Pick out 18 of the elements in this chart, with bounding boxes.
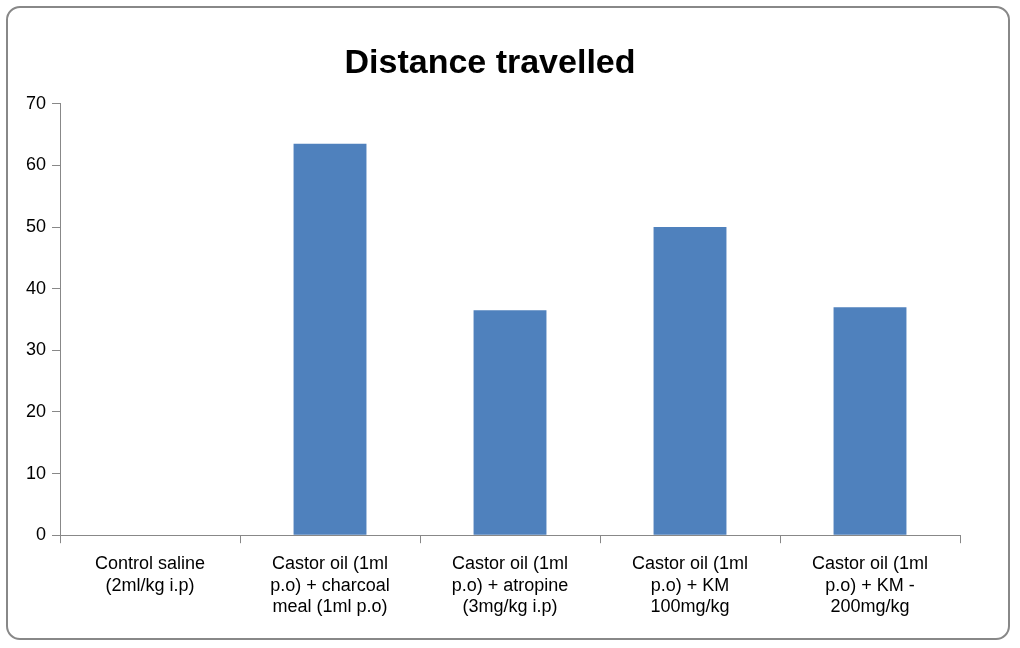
- y-tick-label: 30: [25, 339, 47, 360]
- y-tick-label: 0: [36, 524, 47, 545]
- y-tick-label: 20: [25, 400, 47, 421]
- bar: [293, 143, 367, 535]
- x-tick-label: Castor oil (1ml p.o) + KM - 200mg/kg: [811, 552, 929, 617]
- bar: [473, 310, 547, 535]
- x-tick-label: Control saline (2ml/kg i.p): [94, 552, 206, 595]
- y-tick-label: 40: [25, 277, 47, 298]
- y-tick-label: 50: [25, 216, 47, 237]
- x-tick-label: Castor oil (1ml p.o) + charcoal meal (1ml p.o): [270, 552, 390, 617]
- bar: [833, 307, 907, 535]
- y-tick-label: 70: [25, 92, 47, 113]
- x-tick-label: Castor oil (1ml p.o) + KM 100mg/kg: [631, 552, 749, 617]
- y-tick-label: 60: [25, 154, 47, 175]
- bar: [653, 227, 727, 535]
- chart-title: Distance travelled: [344, 41, 636, 80]
- y-tick-label: 10: [25, 462, 47, 483]
- x-tick-label: Castor oil (1ml p.o) + atropine (3mg/kg i.p): [451, 552, 569, 617]
